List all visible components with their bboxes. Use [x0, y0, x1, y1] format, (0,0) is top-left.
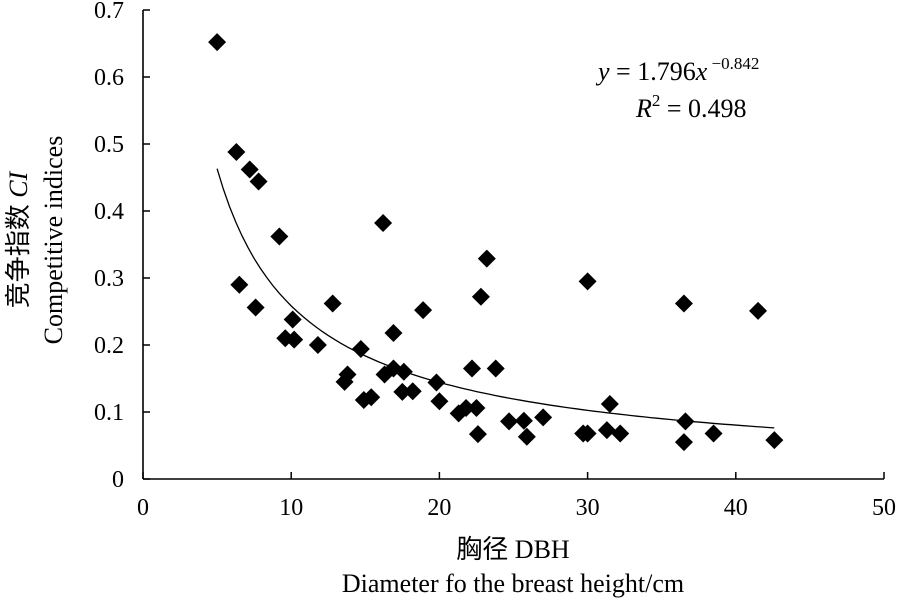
x-tick-label: 30 — [576, 495, 600, 521]
tick-labels: 0 10 20 30 40 50 0 0.1 0.2 0.3 0.4 0.5 0.6 0.7 — [94, 0, 896, 521]
data-point — [351, 340, 370, 359]
data-point — [240, 160, 259, 179]
y-axis-title-var: CI — [4, 170, 33, 197]
data-point — [749, 301, 768, 320]
data-point — [230, 275, 249, 294]
data-point — [430, 392, 449, 411]
data-point — [338, 365, 357, 384]
data-point — [403, 382, 422, 401]
data-point — [676, 412, 695, 431]
data-point — [427, 373, 446, 392]
data-point — [227, 143, 246, 162]
data-point — [323, 294, 342, 313]
r2-symbol: R — [635, 94, 652, 123]
equation-var: x — [695, 57, 708, 86]
data-point — [414, 301, 433, 320]
data-point — [477, 249, 496, 268]
y-axis-title-prefix: 竞争指数 — [4, 198, 33, 309]
data-point — [597, 421, 616, 440]
data-point — [308, 336, 327, 354]
y-axis-title-line1: 竞争指数 CI — [4, 170, 33, 308]
data-point — [534, 408, 553, 427]
y-tick-label: 0.5 — [94, 132, 124, 158]
data-point — [374, 214, 393, 233]
data-point — [285, 330, 304, 349]
data-point — [517, 427, 536, 446]
data-point — [249, 172, 268, 191]
x-tick-label: 20 — [427, 495, 451, 521]
fit-curve — [216, 168, 775, 429]
x-tick-label: 10 — [279, 495, 303, 521]
data-point — [457, 398, 476, 417]
equation-lhs: y — [595, 57, 610, 86]
r2-value: = 0.498 — [660, 94, 746, 123]
data-point — [468, 425, 487, 444]
x-axis-title-line1: 胸径 DBH — [456, 535, 570, 564]
y-tick-label: 0.7 — [94, 0, 124, 24]
data-point — [600, 394, 619, 413]
data-point — [704, 424, 723, 443]
ticks — [142, 9, 885, 480]
data-points — [208, 33, 784, 452]
data-point — [463, 359, 482, 378]
data-point — [471, 287, 490, 306]
x-tick-label: 50 — [872, 495, 896, 521]
data-point — [283, 310, 302, 329]
y-axis-title-line2: Competitive indices — [39, 136, 68, 345]
data-point — [270, 227, 289, 246]
fit-equation: y = 1.796x −0.842 — [595, 54, 759, 86]
data-point — [674, 294, 693, 313]
data-point — [394, 362, 413, 381]
y-tick-label: 0.1 — [94, 400, 124, 426]
y-tick-label: 0.2 — [94, 333, 124, 359]
data-point — [500, 412, 519, 431]
r2-sup: 2 — [652, 91, 661, 110]
y-tick-label: 0.3 — [94, 266, 124, 292]
data-point — [578, 272, 597, 291]
equation-exponent: −0.842 — [707, 54, 759, 73]
data-point — [674, 433, 693, 452]
x-tick-label: 40 — [724, 495, 748, 521]
y-tick-label: 0.6 — [94, 65, 124, 91]
data-point — [384, 323, 403, 342]
data-point — [514, 411, 533, 430]
data-point — [208, 33, 227, 52]
y-tick-label: 0 — [112, 467, 124, 493]
fit-r2: R2 = 0.498 — [635, 91, 747, 123]
data-point — [765, 431, 784, 450]
equation-coef: = 1.796 — [610, 57, 696, 86]
data-point — [578, 424, 597, 443]
data-point — [611, 424, 630, 443]
data-point — [362, 388, 381, 407]
data-point — [393, 382, 412, 401]
data-point — [486, 359, 505, 378]
x-axis-title-line2: Diameter fo the breast height/cm — [342, 569, 684, 598]
data-point — [246, 298, 265, 317]
axes — [142, 10, 884, 480]
y-tick-label: 0.4 — [94, 199, 124, 225]
data-point — [467, 398, 486, 417]
x-tick-label: 0 — [137, 495, 149, 521]
